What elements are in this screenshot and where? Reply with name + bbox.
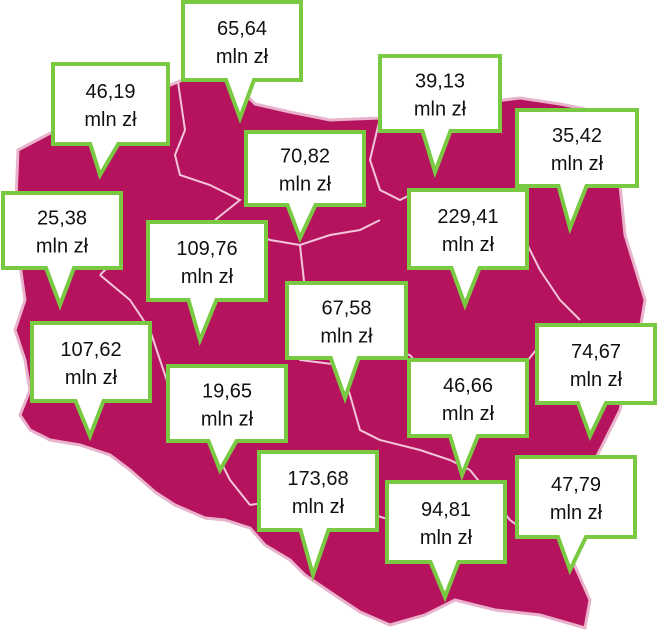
region-value: 67,58 (321, 298, 371, 320)
region-unit: mln zł (551, 153, 604, 175)
callout-wielkopolskie: 109,76 mln zł (146, 220, 268, 347)
callout-box (257, 450, 379, 582)
callout-slaskie: 173,68 mln zł (257, 450, 379, 582)
callout-box (244, 130, 366, 244)
callout-box (30, 321, 152, 442)
callout-swietokrzyskie: 46,66 mln zł (407, 358, 529, 481)
callout-dolnoslaskie: 107,62 mln zł (30, 321, 152, 442)
region-value: 109,76 (176, 238, 237, 260)
region-unit: mln zł (442, 234, 495, 256)
callout-box (181, 0, 303, 124)
callout-box (146, 220, 268, 347)
callout-lubelskie: 74,67 mln zł (535, 323, 657, 442)
region-value: 107,62 (60, 339, 121, 361)
region-unit: mln zł (36, 236, 89, 258)
callout-lodzkie: 67,58 mln zł (285, 281, 408, 405)
region-value: 19,65 (202, 381, 252, 403)
callout-box (407, 188, 529, 311)
callout-box (51, 62, 170, 180)
border-line (339, 364, 471, 471)
region-value: 74,67 (571, 341, 621, 363)
region-value: 65,64 (217, 18, 267, 40)
border-line (173, 81, 242, 221)
region-value: 94,81 (421, 499, 471, 521)
region-unit: mln zł (292, 496, 345, 518)
region-unit: mln zł (420, 527, 473, 549)
region-unit: mln zł (65, 367, 118, 389)
callout-mazowieckie: 229,41 mln zł (407, 188, 529, 311)
region-value: 173,68 (287, 468, 348, 490)
region-value: 70,82 (280, 146, 330, 168)
region-unit: mln zł (216, 46, 269, 68)
callout-box (378, 54, 502, 179)
region-value: 46,66 (443, 375, 493, 397)
region-value: 46,19 (85, 81, 135, 103)
callout-box (385, 480, 507, 603)
callout-zachodniopomorskie: 46,19 mln zł (51, 62, 170, 180)
region-value: 25,38 (37, 208, 87, 230)
callout-pomorskie: 65,64 mln zł (181, 0, 303, 124)
region-value: 229,41 (437, 206, 498, 228)
callout-box (515, 108, 639, 235)
callout-box (1, 191, 123, 311)
region-unit: mln zł (414, 99, 467, 121)
region-unit: mln zł (320, 326, 373, 348)
callout-podlaskie: 35,42 mln zł (515, 108, 639, 235)
callout-opolskie: 19,65 mln zł (166, 364, 288, 475)
border-line (368, 117, 421, 202)
region-value: 39,13 (415, 71, 465, 93)
region-unit: mln zł (84, 109, 137, 131)
callout-box (515, 455, 637, 576)
region-value: 35,42 (552, 125, 602, 147)
callout-warminsko-mazurskie: 39,13 mln zł (378, 54, 502, 179)
callouts-layer: 46,19 mln zł 65,64 mln zł 39,13 mln zł 35,42 ml… (1, 0, 657, 603)
callout-lubuskie: 25,38 mln zł (1, 191, 123, 311)
region-unit: mln zł (279, 174, 332, 196)
callout-box (166, 364, 288, 475)
callout-box (407, 358, 529, 481)
region-unit: mln zł (201, 409, 254, 431)
callout-podkarpackie: 47,79 mln zł (515, 455, 637, 576)
region-value: 47,79 (551, 474, 601, 496)
callout-box (285, 281, 408, 405)
callout-kujawsko-pomorskie: 70,82 mln zł (244, 130, 366, 244)
callout-box (535, 323, 657, 442)
region-unit: mln zł (570, 369, 623, 391)
callout-malopolskie: 94,81 mln zł (385, 480, 507, 603)
region-unit: mln zł (181, 266, 234, 288)
region-unit: mln zł (550, 502, 603, 524)
region-unit: mln zł (442, 403, 495, 425)
